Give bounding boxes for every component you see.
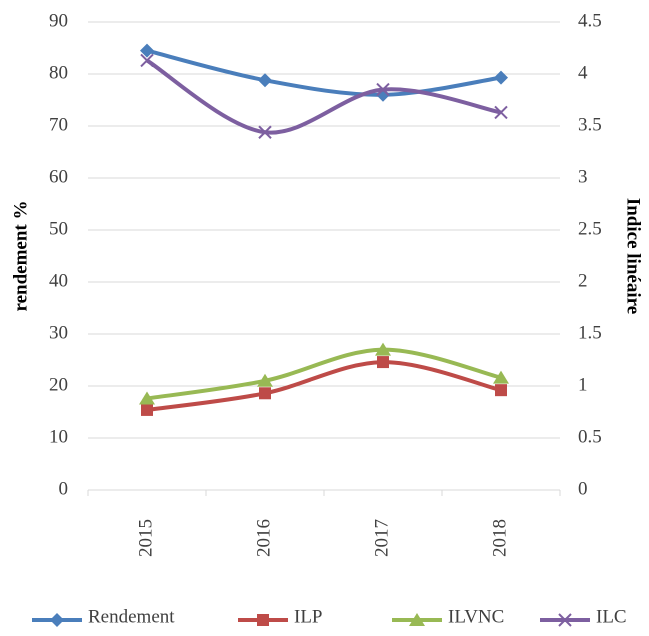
marker xyxy=(257,614,269,626)
marker xyxy=(376,82,390,97)
x-tick-label: 2017 xyxy=(371,519,392,557)
y-tick-label: 30 xyxy=(49,322,68,343)
y-tick-label: 50 xyxy=(49,218,68,239)
y2-tick-label: 1 xyxy=(578,374,588,395)
y-tick-label: 60 xyxy=(49,166,68,187)
x-tick-label: 2016 xyxy=(253,519,274,557)
y-tick-label: 80 xyxy=(49,62,68,83)
y-tick-label: 10 xyxy=(49,426,68,447)
y-tick-label: 70 xyxy=(49,114,68,135)
y-axis-label: rendement % xyxy=(10,201,31,312)
marker xyxy=(140,53,154,68)
legend-label: ILC xyxy=(596,606,627,627)
y-tick-label: 40 xyxy=(49,270,68,291)
marker xyxy=(50,613,64,627)
y2-tick-label: 3.5 xyxy=(578,114,602,135)
marker xyxy=(494,105,508,120)
y2-tick-label: 0 xyxy=(578,478,588,499)
marker xyxy=(258,73,272,88)
x-tick-label: 2015 xyxy=(135,519,156,557)
y-tick-label: 20 xyxy=(49,374,68,395)
y2-tick-label: 3 xyxy=(578,166,588,187)
legend-label: Rendement xyxy=(88,606,175,627)
series-line xyxy=(146,360,502,412)
marker xyxy=(375,342,391,356)
marker xyxy=(257,373,273,387)
y2-tick-label: 1.5 xyxy=(578,322,602,343)
series-line xyxy=(146,347,502,401)
y-tick-label: 90 xyxy=(49,10,68,31)
marker xyxy=(258,125,272,139)
y2-tick-label: 4.5 xyxy=(578,10,602,31)
legend-label: ILVNC xyxy=(448,606,504,627)
marker xyxy=(495,384,507,397)
marker xyxy=(259,387,271,400)
marker xyxy=(139,391,155,405)
x-tick-label: 2018 xyxy=(489,519,510,557)
marker xyxy=(140,43,154,58)
marker xyxy=(558,613,572,627)
series-line xyxy=(146,48,502,97)
marker xyxy=(377,356,389,369)
marker xyxy=(409,613,425,626)
marker xyxy=(493,370,509,384)
marker xyxy=(141,403,153,416)
series-line xyxy=(145,58,502,135)
y-tick-label: 0 xyxy=(59,478,69,499)
legend-label: ILP xyxy=(294,606,323,627)
y2-tick-label: 0.5 xyxy=(578,426,602,447)
marker xyxy=(494,70,508,85)
y2-tick-label: 4 xyxy=(578,62,588,83)
y2-axis-label: Indice linéaire xyxy=(623,198,644,314)
y2-tick-label: 2 xyxy=(578,270,588,291)
y2-tick-label: 2.5 xyxy=(578,218,602,239)
